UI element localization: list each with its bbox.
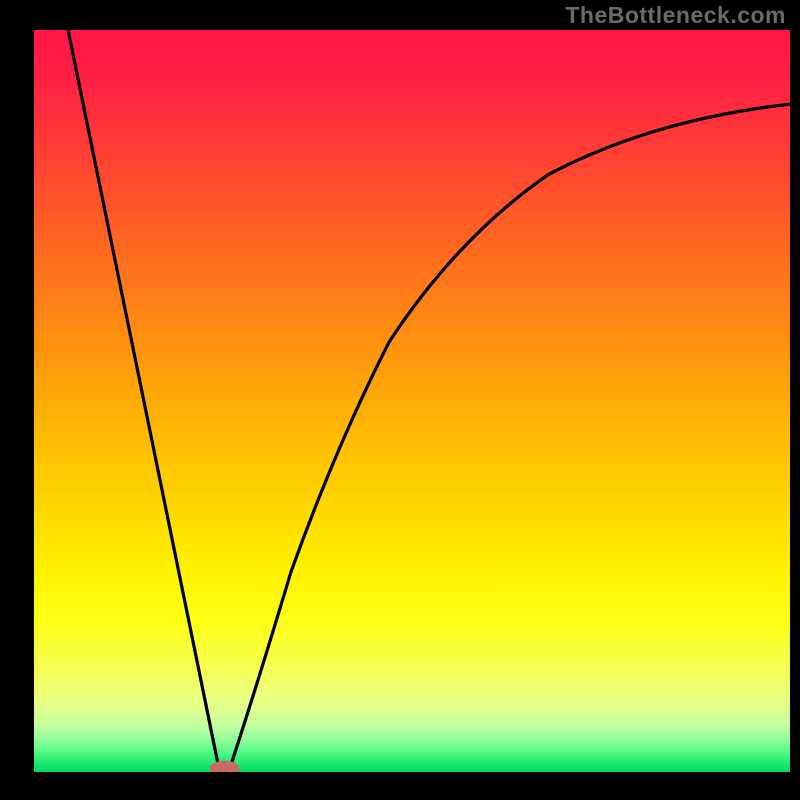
gradient-background: [34, 30, 790, 772]
plot-svg: [34, 30, 790, 772]
plot-area: [34, 30, 790, 772]
watermark-text: TheBottleneck.com: [565, 2, 786, 29]
